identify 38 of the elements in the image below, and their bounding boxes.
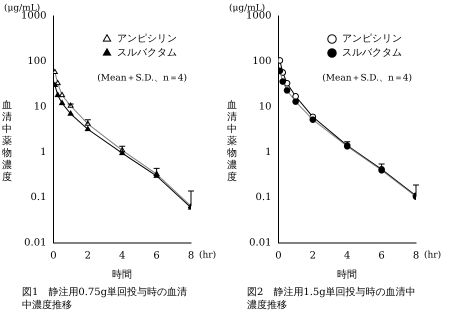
y-tick-label: 0.1 (30, 192, 46, 204)
x-tick-label: 0 (275, 250, 282, 262)
y-tick-label: 1000 (246, 10, 272, 22)
text: (μg/mL) (4, 3, 40, 14)
legend-label: スルバクタム (117, 48, 177, 59)
annotation: (Mean＋S.D.、n＝4) (322, 73, 412, 84)
y-tick-label: 1 (265, 146, 272, 158)
x-tick-label: 6 (153, 250, 160, 262)
y-tick-label: 100 (252, 56, 272, 67)
text: (hr) (199, 250, 216, 260)
y-tick-label: 0.1 (256, 192, 272, 204)
y-tick-label: 0.01 (24, 238, 46, 249)
y-tick-label: 10 (34, 101, 46, 112)
y-tick-label: 10 (258, 101, 272, 112)
x-axis-title: 時間 (337, 268, 358, 281)
text: 図1 静注用0.75g単回投与時の血清中濃度推移 (22, 286, 188, 312)
legend-label: アンピシリン (342, 34, 402, 45)
y-tick-label: 0.01 (249, 238, 272, 249)
x-tick-label: 2 (310, 250, 316, 262)
text: (μg/mL) (229, 3, 266, 14)
x-tick-label: 8 (188, 250, 194, 262)
text: (hr) (424, 250, 442, 260)
legend-label: スルバクタム (342, 48, 402, 59)
x-axis-title: 時間 (112, 268, 132, 281)
y-tick-label: 1 (40, 146, 46, 158)
x-tick-label: 8 (412, 250, 420, 262)
text: 図2 静注用1.5g単回投与時の血清中濃度推移 (247, 286, 417, 312)
legend-label: アンピシリン (117, 34, 177, 45)
x-tick-label: 4 (344, 250, 350, 262)
x-tick-label: 2 (84, 250, 92, 262)
y-tick-label: 100 (27, 56, 46, 67)
y-axis-title: 血清中薬物濃度 (2, 100, 13, 184)
x-tick-label: 6 (378, 250, 385, 262)
y-axis-title: 血清中薬物濃度 (227, 100, 238, 184)
x-tick-label: 4 (119, 250, 126, 262)
annotation: (Mean＋S.D.、n＝4) (97, 73, 187, 84)
y-tick-label: 1000 (20, 10, 46, 22)
x-tick-label: 0 (50, 250, 57, 262)
